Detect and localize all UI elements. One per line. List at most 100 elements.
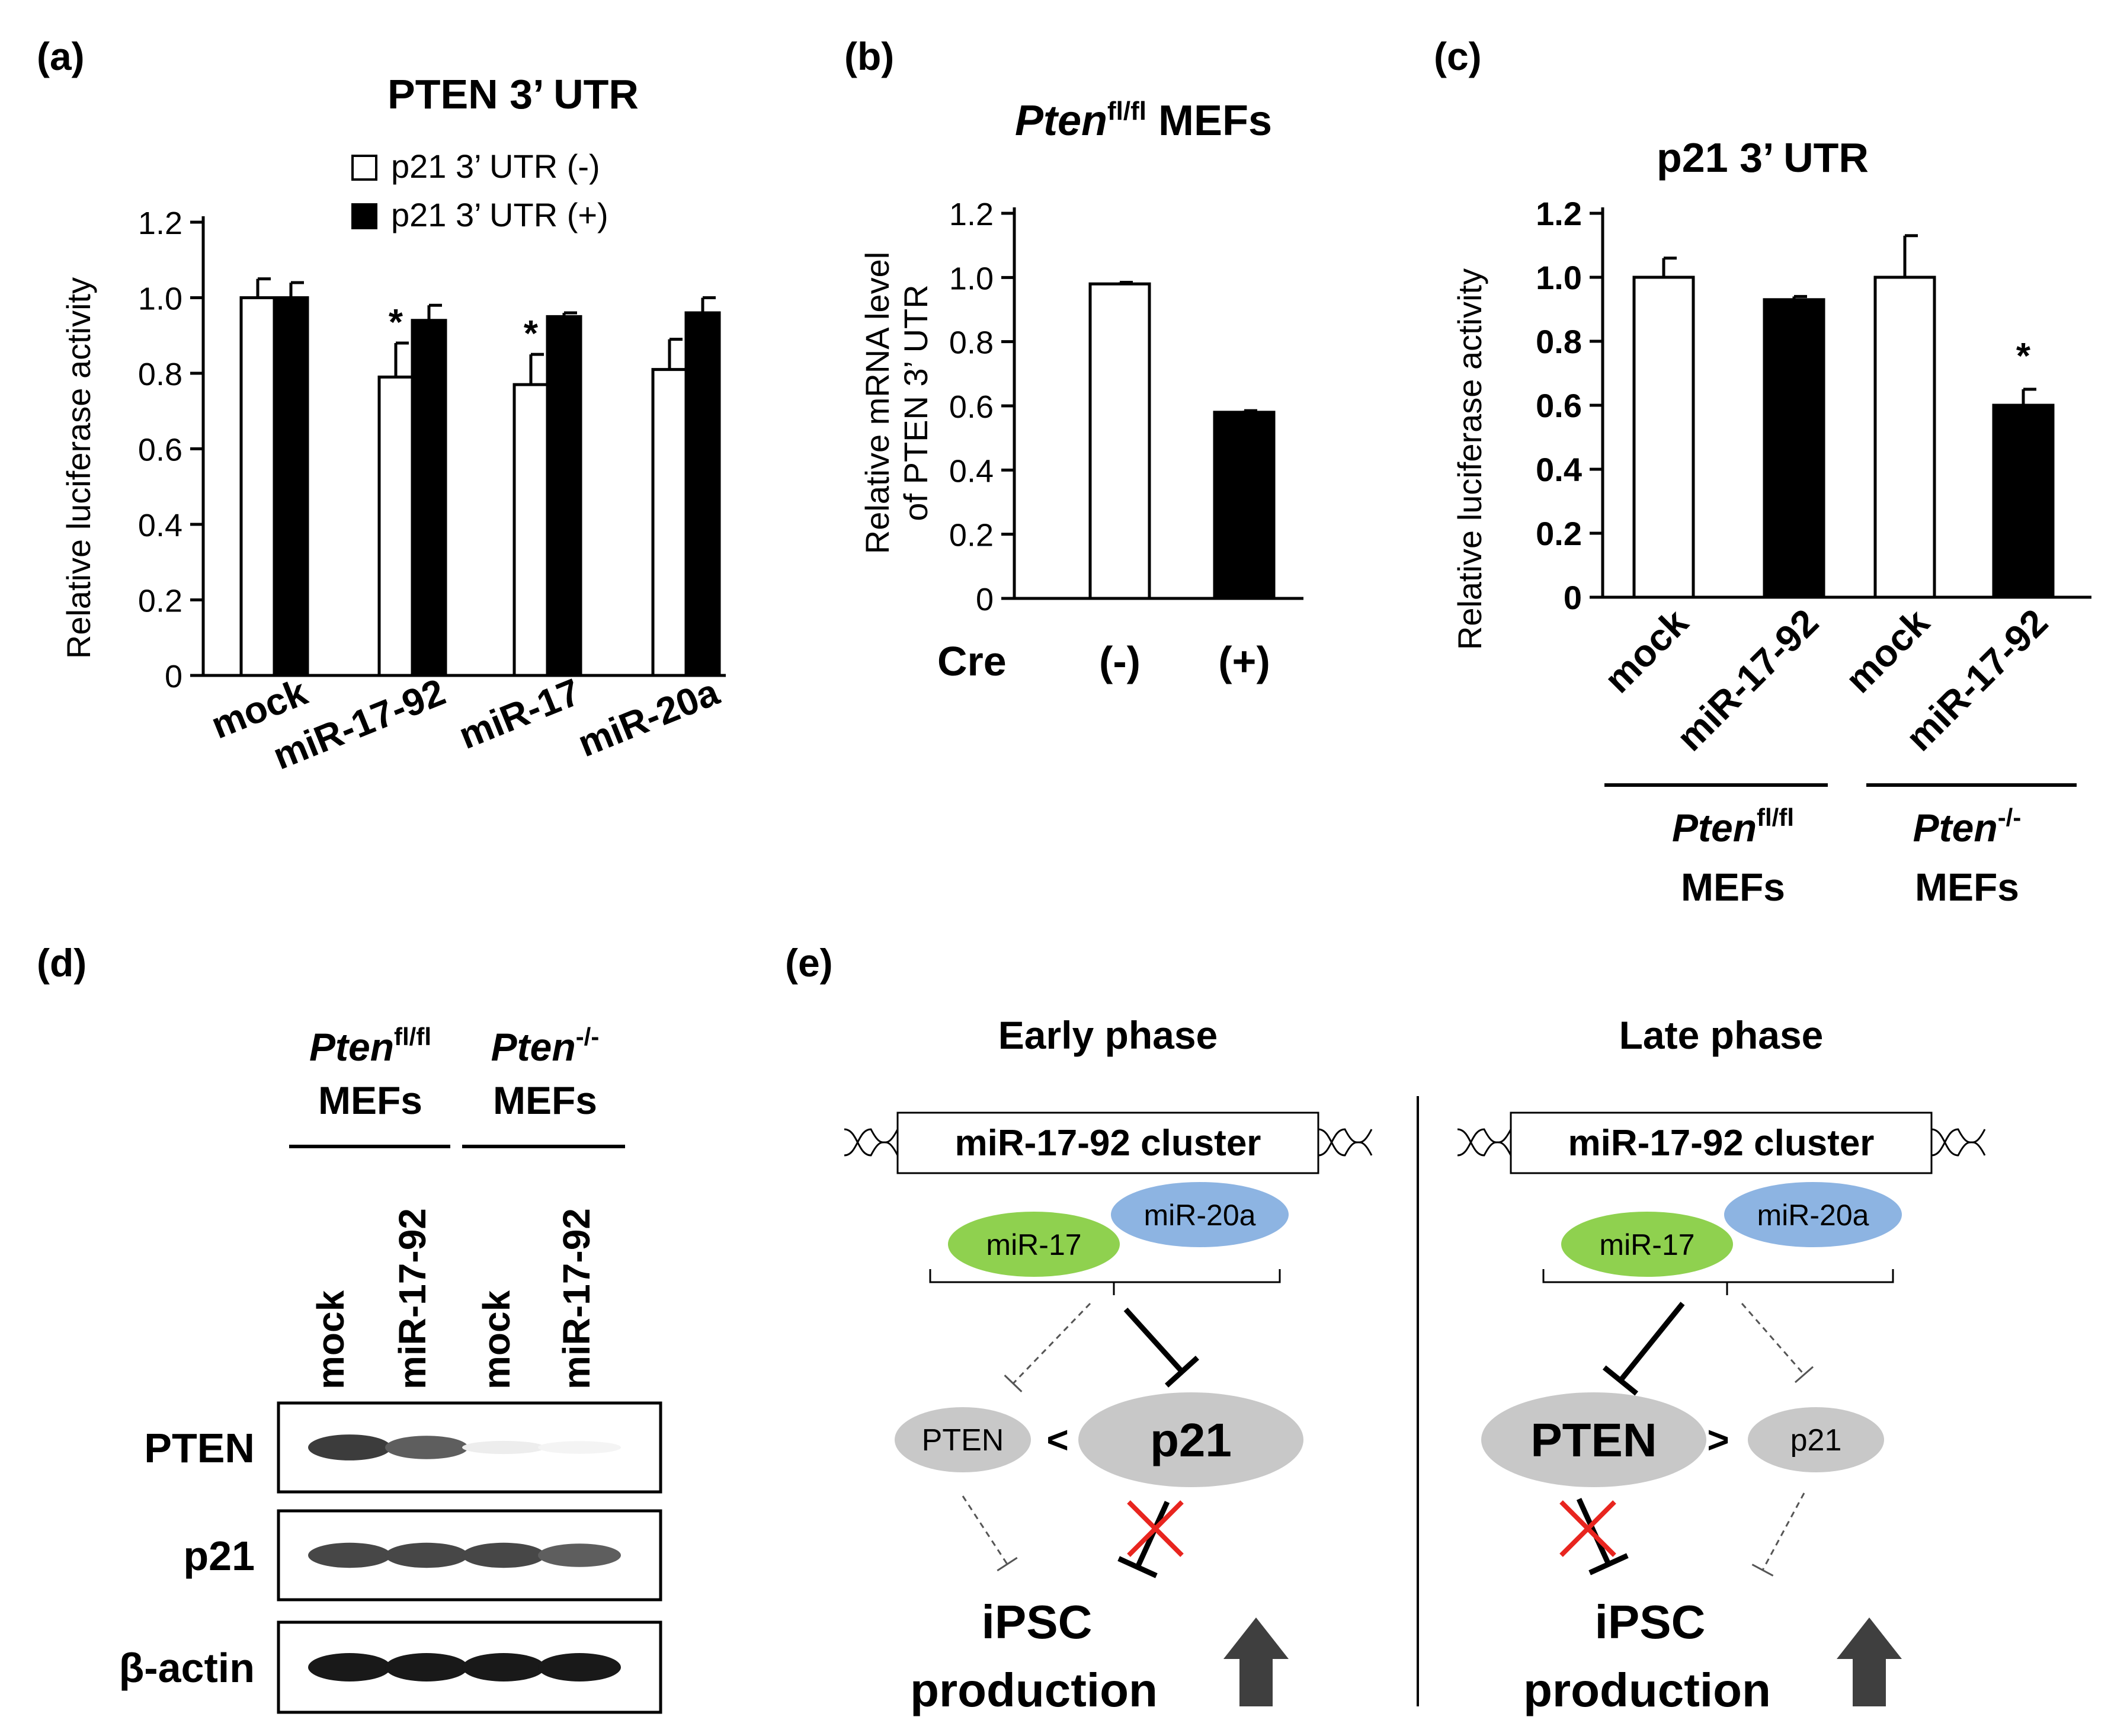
chart-b-title-rest: MEFs: [1146, 97, 1272, 145]
chart-c-title: p21 3’ UTR: [1657, 134, 1869, 181]
left-phase-title: Early phase: [998, 1013, 1218, 1057]
panel-letter-e: (e): [785, 941, 833, 985]
chart-b-title-gene: Pten: [1015, 97, 1107, 145]
legend-label-plus: p21 3’ UTR (+): [391, 196, 608, 233]
blot-row-label: β-actin: [119, 1645, 255, 1691]
blot-row-label: p21: [183, 1533, 255, 1579]
left-output-line2: production: [910, 1664, 1158, 1716]
right-pten-label: PTEN: [1530, 1414, 1657, 1466]
blot-group-flfl: Ptenfl/fl: [309, 1023, 431, 1069]
right-strong-inhibition: [1618, 1302, 1685, 1382]
blot-band: [462, 1440, 545, 1455]
blot-band: [538, 1543, 621, 1567]
right-phase-title: Late phase: [1619, 1013, 1824, 1057]
blot-group-ko-gene: Pten: [491, 1025, 576, 1069]
left-compare-sign: <: [1046, 1418, 1068, 1461]
chart-a-y-tick-label: 0.6: [138, 433, 182, 468]
chart-a-y-tick-label: 1.0: [138, 281, 182, 317]
left-cross-mark: [1127, 1500, 1184, 1557]
left-mir20a-label: miR-20a: [1144, 1199, 1256, 1232]
right-cluster-box: [1510, 1112, 1933, 1174]
group-label-ko-gene: Pten: [1913, 806, 1998, 850]
group-label-flfl-gene: Pten: [1672, 806, 1757, 850]
chart-c-bar: [1992, 403, 2055, 599]
blot-group-flfl-sup: fl/fl: [394, 1023, 431, 1050]
blot-group-ko: Pten-/-: [491, 1023, 600, 1069]
left-dna-strand: [844, 1128, 899, 1157]
right-dna-strand: [1457, 1128, 1512, 1157]
blot-group-flfl-gene: Pten: [309, 1025, 394, 1069]
blot-band: [308, 1653, 391, 1681]
right-cluster-label: miR-17-92 cluster: [1568, 1123, 1875, 1164]
blot-band: [538, 1441, 621, 1454]
chart-b-title-sup: fl/fl: [1107, 97, 1146, 126]
left-weak-inhibition-head: [1004, 1375, 1023, 1392]
left-up-arrow-icon: [1223, 1618, 1289, 1706]
right-output-line1: iPSC: [1595, 1596, 1706, 1648]
right-compare-sign: >: [1707, 1418, 1729, 1461]
chart-b-x-label: (-): [1099, 638, 1141, 684]
left-blocked-inhibition-head: [1117, 1556, 1158, 1578]
chart-a-significance: *: [389, 302, 403, 343]
chart-a-y-tick-label: 0.4: [138, 508, 182, 543]
chart-a-x-label: miR-17: [453, 670, 586, 757]
right-output-line2: production: [1523, 1664, 1771, 1716]
group-label-ko-line2: MEFs: [1915, 865, 2019, 909]
chart-c-significance: *: [2016, 336, 2031, 377]
panel-letter-d: (d): [37, 941, 87, 985]
chart-b-y-tick-label: 0.2: [949, 518, 994, 553]
legend-label-minus: p21 3’ UTR (-): [391, 148, 600, 185]
right-dna-strand: [1931, 1128, 1986, 1157]
right-p21-node: [1748, 1407, 1884, 1472]
chart-a-y-tick-label: 0: [165, 659, 182, 694]
chart-b: Ptenfl/fl MEFs Relative mRNA level of PT…: [859, 97, 1303, 684]
left-dna-strand: [844, 1128, 899, 1157]
left-mir17-label: miR-17: [986, 1228, 1081, 1261]
group-label-ko: Pten-/-: [1913, 803, 2022, 850]
chart-b-bar: [1088, 282, 1151, 600]
panel-letter-a: (a): [37, 34, 85, 78]
left-strong-inhibition-head: [1165, 1356, 1199, 1388]
chart-c-x-label: miR-17-92: [1668, 601, 1827, 759]
chart-b-ylabel-line1: Relative mRNA level: [859, 252, 896, 554]
right-mir17-node: [1561, 1212, 1733, 1277]
right-p21-label: p21: [1790, 1423, 1842, 1458]
chart-b-y-tick-label: 1.0: [949, 261, 994, 296]
left-dna-strand: [1318, 1128, 1373, 1157]
blot-row-label: PTEN: [144, 1425, 255, 1471]
chart-c-y-tick-label: 0: [1564, 579, 1582, 616]
chart-a-ylabel: Relative luciferase activity: [60, 277, 97, 659]
right-mir20a-node: [1724, 1182, 1902, 1247]
chart-a-bar: [377, 375, 414, 677]
right-bracket: [1542, 1269, 1894, 1295]
chart-c: p21 3’ UTR Relative luciferase activity …: [1451, 134, 2091, 909]
chart-c-y-tick-label: 0.6: [1536, 387, 1582, 424]
group-label-flfl-sup: fl/fl: [1757, 803, 1794, 831]
left-mir17-node: [948, 1212, 1120, 1277]
chart-b-y-tick-label: 0.4: [949, 453, 994, 489]
chart-b-y-tick-label: 0: [976, 582, 994, 617]
chart-b-y-tick-label: 1.2: [949, 197, 994, 232]
right-weak-inhibition: [1741, 1303, 1805, 1375]
chart-a-bar: [239, 296, 276, 677]
western-blot: Ptenfl/fl MEFs Pten-/- MEFs mock miR-17-9…: [119, 1023, 662, 1714]
chart-a-bar: [273, 296, 309, 677]
chart-c-bar: [1632, 276, 1695, 599]
blot-lane-label: mock: [309, 1290, 352, 1389]
chart-a-y-tick-label: 0.8: [138, 357, 182, 392]
chart-c-y-tick-label: 1.2: [1536, 195, 1582, 232]
left-dna-strand: [1318, 1128, 1373, 1157]
chart-a-bar: [512, 383, 549, 677]
left-cluster-box: [896, 1112, 1319, 1174]
left-p21-node: [1078, 1392, 1303, 1487]
left-cluster-label: miR-17-92 cluster: [955, 1123, 1261, 1164]
blot-group-ko-sup: -/-: [576, 1023, 600, 1050]
left-mir20a-node: [1111, 1182, 1289, 1247]
chart-c-y-tick-label: 0.8: [1536, 323, 1582, 360]
left-weak-inhibition: [1012, 1302, 1091, 1385]
right-pten-node: [1481, 1392, 1706, 1487]
blot-lane-label: miR-17-92: [555, 1208, 598, 1389]
right-weak-inhibition-head: [1794, 1366, 1814, 1383]
blot-group-flfl-line2: MEFs: [318, 1078, 422, 1122]
